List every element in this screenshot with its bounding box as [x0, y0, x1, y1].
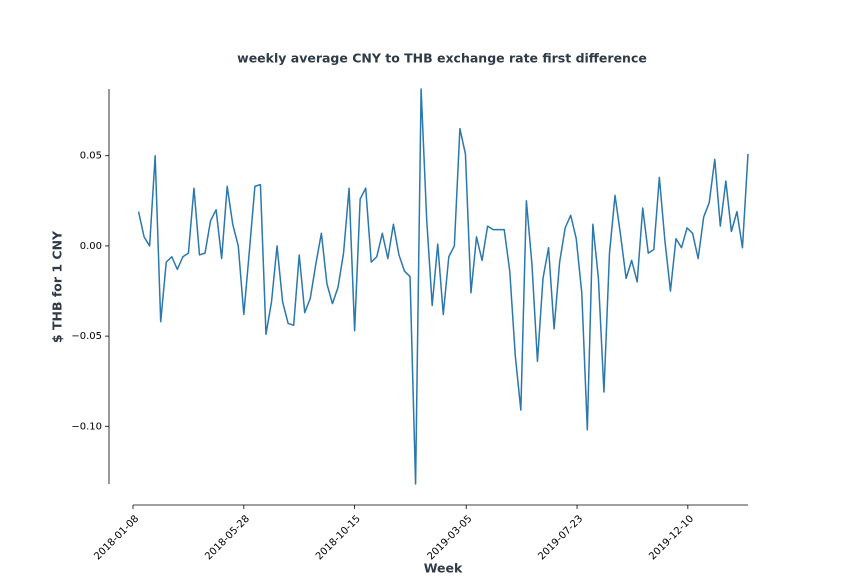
x-tick-label: 2019-07-23: [536, 513, 585, 562]
x-axis-label: Week: [424, 561, 463, 576]
x-tick-label: 2018-01-08: [92, 513, 141, 562]
y-axis-label: $ THB for 1 CNY: [50, 230, 65, 343]
data-line: [137, 88, 749, 485]
x-tick-label: 2019-03-05: [426, 513, 475, 562]
y-tick-label: 0.00: [80, 241, 102, 252]
y-tick-label: −0.10: [71, 421, 102, 432]
chart-title: weekly average CNY to THB exchange rate …: [237, 51, 647, 66]
x-tick-label: 2018-10-15: [314, 513, 363, 562]
x-tick-label: 2018-05-28: [203, 513, 252, 562]
y-tick-label: −0.05: [71, 331, 102, 342]
y-tick-label: 0.05: [80, 151, 102, 162]
x-tick-label: 2019-12-10: [647, 513, 696, 562]
